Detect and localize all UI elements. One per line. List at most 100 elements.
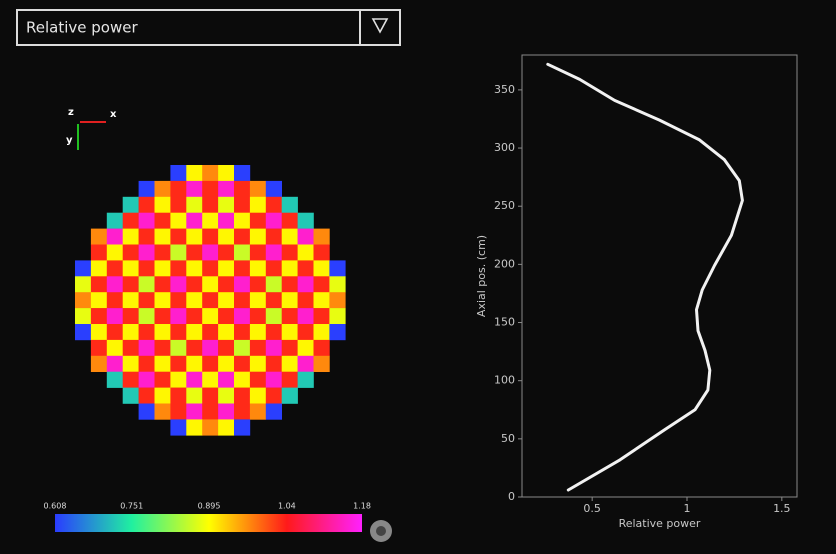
fuel-assembly	[154, 228, 171, 245]
fuel-assembly	[313, 339, 330, 357]
fuel-assembly	[249, 228, 267, 245]
fuel-assembly	[90, 228, 108, 245]
fuel-assembly	[329, 260, 346, 277]
dropdown-label: Relative power	[26, 19, 138, 37]
fuel-assembly	[138, 339, 155, 357]
fuel-assembly	[154, 387, 171, 404]
fuel-assembly	[234, 339, 251, 357]
fuel-assembly	[154, 308, 171, 325]
x-tick-label: 0.5	[583, 502, 601, 515]
colorbar: 0.608 0.751 0.895 1.04 1.18	[44, 502, 371, 532]
fuel-assembly	[154, 244, 171, 261]
fuel-assembly	[265, 371, 282, 388]
y-tick-label: 300	[494, 141, 515, 154]
fuel-assembly	[313, 292, 330, 309]
fuel-assembly	[90, 355, 108, 372]
fuel-assembly	[218, 276, 235, 293]
fuel-assembly	[106, 339, 123, 357]
fuel-assembly	[329, 276, 346, 293]
fuel-assembly	[138, 244, 155, 261]
dropdown-box[interactable]	[16, 9, 401, 46]
fuel-assembly	[75, 292, 92, 309]
fuel-assembly	[234, 371, 251, 388]
fuel-assembly	[281, 324, 298, 341]
fuel-assembly	[234, 292, 251, 309]
fuel-assembly	[218, 260, 235, 277]
fuel-assembly	[90, 308, 108, 325]
fuel-assembly	[138, 292, 155, 309]
y-tick-label: 200	[494, 257, 515, 270]
fuel-assembly	[186, 308, 203, 325]
fuel-assembly	[186, 165, 203, 182]
fuel-assembly	[170, 355, 187, 372]
fuel-assembly	[170, 260, 187, 277]
fuel-assembly	[281, 387, 298, 404]
fuel-assembly	[234, 403, 251, 420]
x-axis-label: Relative power	[619, 517, 701, 530]
fuel-assembly	[281, 339, 298, 357]
fuel-assembly	[122, 371, 139, 388]
fuel-assembly	[122, 260, 139, 277]
fuel-assembly	[138, 308, 155, 325]
fuel-assembly	[122, 196, 139, 213]
settings-icon[interactable]	[370, 520, 392, 542]
fuel-assembly	[297, 371, 314, 388]
fuel-assembly	[202, 228, 219, 245]
fuel-assembly	[313, 355, 330, 372]
fuel-assembly	[249, 324, 267, 341]
fuel-assembly	[249, 339, 267, 357]
fuel-assembly	[90, 244, 108, 261]
dropdown-arrow[interactable]	[371, 18, 389, 34]
fuel-assembly	[313, 324, 330, 341]
fuel-assembly	[154, 212, 171, 229]
fuel-assembly	[154, 196, 171, 213]
triad-label: x	[110, 109, 117, 120]
y-tick-label: 250	[494, 199, 515, 212]
fuel-assembly	[122, 276, 139, 293]
fuel-assembly	[75, 308, 92, 325]
fuel-assembly	[218, 212, 235, 229]
fuel-assembly	[265, 339, 282, 357]
fuel-assembly	[281, 276, 298, 293]
fuel-assembly	[234, 212, 251, 229]
fuel-assembly	[170, 276, 187, 293]
fuel-assembly	[234, 419, 251, 436]
fuel-assembly	[186, 339, 203, 357]
fuel-assembly	[170, 228, 187, 245]
fuel-assembly	[186, 387, 203, 404]
fuel-assembly	[138, 324, 155, 341]
fuel-assembly	[265, 308, 282, 325]
fuel-assembly	[170, 339, 187, 357]
fuel-assembly	[313, 308, 330, 325]
triad-label: y	[66, 135, 73, 146]
fuel-assembly	[218, 196, 235, 213]
fuel-assembly	[90, 276, 108, 293]
colorbar-tick-label: 1.04	[278, 502, 296, 511]
fuel-assembly	[281, 308, 298, 325]
fuel-assembly	[170, 419, 187, 436]
fuel-assembly	[90, 260, 108, 277]
fuel-assembly	[265, 180, 282, 198]
fuel-assembly	[234, 276, 251, 293]
fuel-assembly	[297, 355, 314, 372]
fuel-assembly	[202, 339, 219, 357]
fuel-assembly	[170, 212, 187, 229]
fuel-assembly	[234, 244, 251, 261]
fuel-assembly	[249, 371, 267, 388]
fuel-assembly	[122, 292, 139, 309]
fuel-assembly	[297, 324, 314, 341]
fuel-assembly	[138, 355, 155, 372]
fuel-assembly	[170, 371, 187, 388]
fuel-assembly	[265, 244, 282, 261]
fuel-assembly	[154, 276, 171, 293]
fuel-assembly	[90, 292, 108, 309]
fuel-assembly	[122, 212, 139, 229]
profile-line	[546, 62, 744, 492]
fuel-assembly	[249, 403, 267, 420]
y-axis-label: Axial pos. (cm)	[475, 235, 488, 317]
fuel-assembly	[218, 180, 235, 198]
fuel-assembly	[106, 292, 123, 309]
fuel-assembly	[106, 308, 123, 325]
dropdown[interactable]: Relative power	[16, 9, 401, 46]
